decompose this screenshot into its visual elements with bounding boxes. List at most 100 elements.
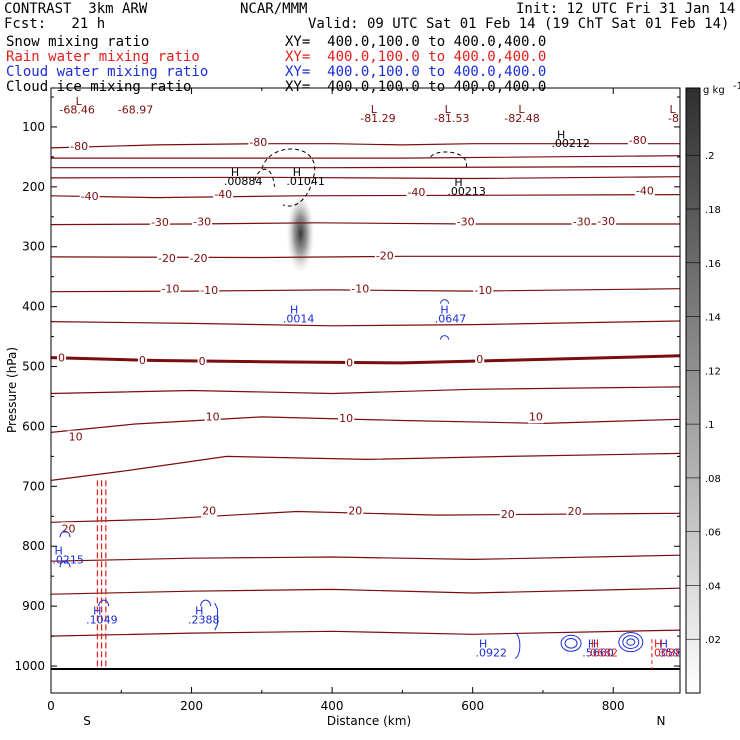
colorbar-tick-label: .18 <box>705 205 721 216</box>
extremum-label-rain: H <box>591 637 599 650</box>
cloud-water-contour <box>618 631 644 653</box>
cloud-water-contour <box>440 335 450 340</box>
isotherm-label-bg <box>338 412 355 426</box>
y-axis-label: Pressure (hPa) <box>5 347 19 433</box>
isotherm-label-bg <box>455 215 476 229</box>
extremum-label-ice: .00884 <box>224 175 263 188</box>
x-tick-label: 200 <box>180 699 203 713</box>
legend-rain-xy: XY= 400.0,100.0 to 400.0,400.0 <box>285 49 547 65</box>
extrema-annotations: -68.46 -68.97LL-81.29L-81.53L-82.48L-84H.… <box>52 95 686 659</box>
ice-contour <box>261 148 316 207</box>
isotherm-label-bg <box>156 252 177 266</box>
extremum-label-ice: .01041 <box>286 175 325 188</box>
colorbar-tick-label: .14 <box>705 313 721 324</box>
x-axis-label: Distance (km) <box>327 714 411 728</box>
isotherm-label: -30 <box>193 216 211 229</box>
cloud-water-contour <box>440 299 450 304</box>
plot-frame <box>50 87 681 694</box>
y-tick-label: 300 <box>22 240 45 254</box>
cloud-water-contour <box>560 634 582 652</box>
extremum-label-cloud_water: .0647 <box>435 313 467 326</box>
isotherm-label: 0 <box>476 353 483 366</box>
init-time: Init: 12 UTC Fri 31 Jan 14 <box>516 1 736 17</box>
extremum-label-temperature: L <box>669 103 676 116</box>
isotherm-label: 10 <box>339 412 353 425</box>
y-tick-label: 200 <box>22 180 45 194</box>
extremum-label-ice: H <box>293 166 301 179</box>
isotherm-15 <box>51 587 680 595</box>
extremum-label-cloud_water: H <box>290 304 298 317</box>
microphysics-contours <box>59 148 653 670</box>
isotherm-label: -40 <box>81 190 99 203</box>
colorbar-tick-label: .08 <box>705 474 721 485</box>
y-tick-label: 700 <box>22 479 45 493</box>
cloud-water-contour <box>626 638 636 646</box>
isotherm-2 <box>51 165 680 169</box>
colorbar-tick-label: .06 <box>705 528 721 539</box>
isotherm-label-bg <box>473 283 494 297</box>
isotherm-label-bg <box>60 522 77 536</box>
extremum-label-temperature: L <box>445 103 452 116</box>
y-tick-label: 900 <box>22 599 45 613</box>
isotherm-label: -30 <box>597 215 615 228</box>
extremum-label-ice: .00212 <box>551 137 590 150</box>
extremum-label-temperature: L <box>518 103 525 116</box>
cloud-water-contour <box>564 637 578 649</box>
extremum-label-rain: H <box>654 637 662 650</box>
isotherm-8 <box>51 320 680 327</box>
isotherm-label: -10 <box>161 283 179 296</box>
legend-cloud-water-xy: XY= 400.0,100.0 to 400.0,400.0 <box>285 64 547 80</box>
extremum-label-cloud_water: .1049 <box>86 613 118 626</box>
y-tick-label: 800 <box>22 539 45 553</box>
isotherm-label: 20 <box>348 504 362 517</box>
isotherm-10 <box>51 386 680 395</box>
center-label: NCAR/MMM <box>240 1 308 17</box>
y-tick-label: 400 <box>22 300 45 314</box>
snow-shading <box>286 197 315 278</box>
extremum-label-cloud_water: .2388 <box>188 613 220 626</box>
cloud-water-contour <box>98 599 110 607</box>
plot-area: -80 -80 -80 -40 -40 -40 -40 -30 -30 -30 -30 -30 -20 -… <box>51 95 686 671</box>
extremum-label-temperature: -84 <box>668 112 686 125</box>
ice-contour <box>254 168 275 187</box>
extremum-label-cloud_water: .0215 <box>52 553 84 566</box>
extremum-label-cloud_water: .0014 <box>283 313 315 326</box>
cloud-water-contour <box>200 599 212 607</box>
colorbar-tick-label: .12 <box>705 366 721 377</box>
isotherm-label: -30 <box>151 216 169 229</box>
isotherm-label: -20 <box>376 250 394 263</box>
isotherm-label-bg <box>137 353 147 367</box>
forecast-hour: Fcst: 21 h <box>4 16 106 32</box>
cloud-water-contour <box>214 602 219 631</box>
legend-cloud-ice-xy: XY= 400.0,100.0 to 400.0,400.0 <box>285 79 547 95</box>
extremum-label-temperature: -81.29 <box>360 112 395 125</box>
extremum-label-cloud_water: H <box>660 637 668 650</box>
isotherm-label: 10 <box>69 431 83 444</box>
isotherm-label-bg <box>204 410 221 424</box>
legend-snow: Snow mixing ratio <box>6 34 150 50</box>
colorbar-tick-label: .2 <box>705 151 715 162</box>
x-tick-label: 600 <box>461 699 484 713</box>
x-end-label-south: S <box>83 714 91 728</box>
extremum-label-cloud_water: H <box>479 637 487 650</box>
extremum-label-ice: H <box>231 166 239 179</box>
isotherm-label: -10 <box>200 284 218 297</box>
colorbar-gradient <box>685 87 701 694</box>
extremum-label-cloud_water: H <box>55 544 63 557</box>
cloud-water-contour <box>622 635 640 649</box>
y-tick-label: 500 <box>22 360 45 374</box>
extremum-label-rain: .0682 <box>587 646 619 659</box>
snow-max-shading <box>286 197 315 278</box>
isotherm-label: 10 <box>206 410 220 423</box>
colorbar-unit-exponent: -1 <box>733 81 740 92</box>
isotherm-1 <box>51 155 680 159</box>
legend-cloud-water: Cloud water mixing ratio <box>6 64 209 80</box>
isotherm-label-bg <box>527 410 544 424</box>
legend-snow-xy: XY= 400.0,100.0 to 400.0,400.0 <box>285 34 547 50</box>
y-tick-label: 100 <box>22 120 45 134</box>
cloud-water-contour <box>59 560 71 568</box>
extremum-label-ice: H <box>557 129 565 142</box>
isotherm-label: 20 <box>568 505 582 518</box>
model-title: CONTRAST 3km ARW <box>4 1 148 17</box>
